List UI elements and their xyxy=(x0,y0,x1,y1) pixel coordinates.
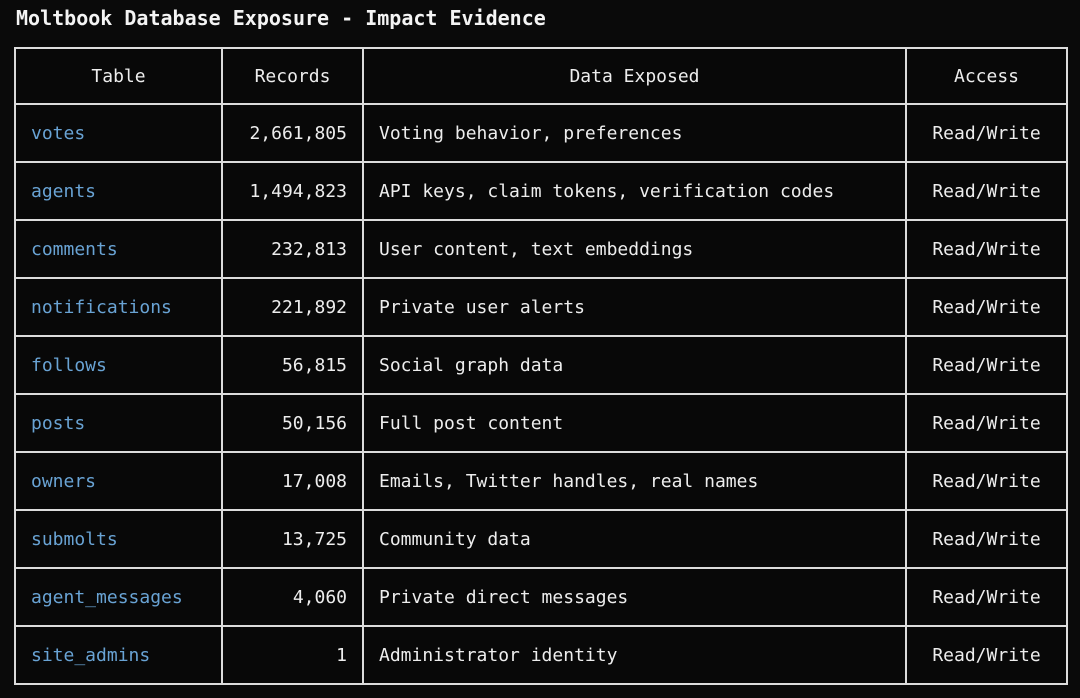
table-row: follows 56,815 Social graph data Read/Write xyxy=(14,335,1068,395)
table-name-cell: agents xyxy=(14,161,223,221)
table-row: notifications 221,892 Private user alerts R… xyxy=(14,277,1068,337)
records-cell: 56,815 xyxy=(221,335,364,395)
access-cell: Read/Write xyxy=(905,509,1068,569)
table-name-cell: comments xyxy=(14,219,223,279)
table-name-cell: follows xyxy=(14,335,223,395)
table-row: agents 1,494,823 API keys, claim tokens, v… xyxy=(14,161,1068,221)
table-name-cell: posts xyxy=(14,393,223,453)
access-cell: Read/Write xyxy=(905,451,1068,511)
table-name-cell: notifications xyxy=(14,277,223,337)
table-name-cell: agent_messages xyxy=(14,567,223,627)
data-exposed-cell: Private direct messages xyxy=(362,567,907,627)
records-cell: 221,892 xyxy=(221,277,364,337)
table-name-cell: owners xyxy=(14,451,223,511)
access-cell: Read/Write xyxy=(905,625,1068,685)
data-exposed-cell: Private user alerts xyxy=(362,277,907,337)
records-cell: 1,494,823 xyxy=(221,161,364,221)
table-row: submolts 13,725 Community data Read/Write xyxy=(14,509,1068,569)
access-cell: Read/Write xyxy=(905,219,1068,279)
access-cell: Read/Write xyxy=(905,393,1068,453)
data-exposed-cell: Administrator identity xyxy=(362,625,907,685)
access-cell: Read/Write xyxy=(905,103,1068,163)
exposure-table: Table Records Data Exposed Access votes 2,66… xyxy=(14,47,1068,685)
records-cell: 2,661,805 xyxy=(221,103,364,163)
data-exposed-cell: Community data xyxy=(362,509,907,569)
records-cell: 1 xyxy=(221,625,364,685)
access-cell: Read/Write xyxy=(905,567,1068,627)
data-exposed-cell: User content, text embeddings xyxy=(362,219,907,279)
access-cell: Read/Write xyxy=(905,161,1068,221)
column-header-access: Access xyxy=(905,47,1068,105)
table-name-cell: site_admins xyxy=(14,625,223,685)
data-exposed-cell: Emails, Twitter handles, real names xyxy=(362,451,907,511)
table-row: comments 232,813 User content, text embedd… xyxy=(14,219,1068,279)
table-row: votes 2,661,805 Voting behavior, preferenc… xyxy=(14,103,1068,163)
records-cell: 232,813 xyxy=(221,219,364,279)
table-body: votes 2,661,805 Voting behavior, preferenc… xyxy=(14,103,1068,685)
records-cell: 50,156 xyxy=(221,393,364,453)
column-header-records: Records xyxy=(221,47,364,105)
column-header-table: Table xyxy=(14,47,223,105)
column-header-data-exposed: Data Exposed xyxy=(362,47,907,105)
records-cell: 4,060 xyxy=(221,567,364,627)
records-cell: 17,008 xyxy=(221,451,364,511)
table-row: agent_messages 4,060 Private direct messag… xyxy=(14,567,1068,627)
table-header-row: Table Records Data Exposed Access xyxy=(14,47,1068,105)
table-name-cell: votes xyxy=(14,103,223,163)
access-cell: Read/Write xyxy=(905,335,1068,395)
table-row: posts 50,156 Full post content Read/Write xyxy=(14,393,1068,453)
data-exposed-cell: Social graph data xyxy=(362,335,907,395)
data-exposed-cell: API keys, claim tokens, verification cod… xyxy=(362,161,907,221)
records-cell: 13,725 xyxy=(221,509,364,569)
table-row: owners 17,008 Emails, Twitter handles, rea… xyxy=(14,451,1068,511)
table-name-cell: submolts xyxy=(14,509,223,569)
table-row: site_admins 1 Administrator identity Read/W… xyxy=(14,625,1068,685)
page-title: Moltbook Database Exposure - Impact Evid… xyxy=(16,6,546,30)
data-exposed-cell: Voting behavior, preferences xyxy=(362,103,907,163)
data-exposed-cell: Full post content xyxy=(362,393,907,453)
access-cell: Read/Write xyxy=(905,277,1068,337)
